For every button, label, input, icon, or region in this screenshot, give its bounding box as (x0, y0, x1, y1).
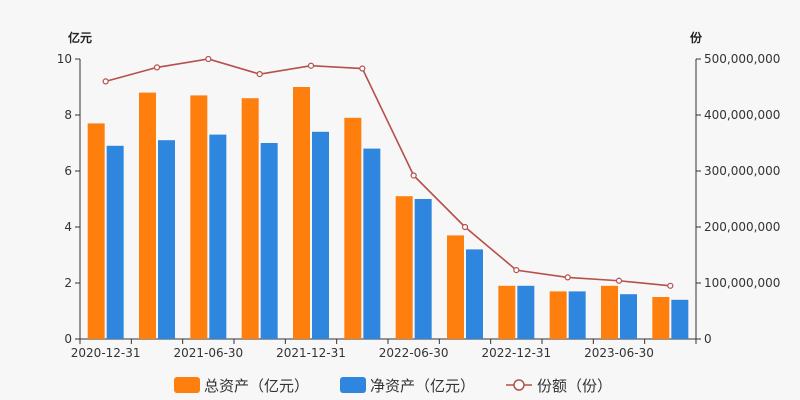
bar-total-assets (344, 117, 362, 339)
bar-net-assets (363, 148, 381, 339)
bar-total-assets (293, 87, 310, 339)
y-left-tick-label: 6 (64, 164, 72, 178)
bar-net-assets (260, 143, 278, 339)
x-tick-label: 2021-12-31 (276, 346, 346, 360)
y-right-tick-label: 300,000,000 (704, 164, 780, 178)
bar-total-assets (447, 235, 464, 339)
y-right-tick-label: 200,000,000 (704, 220, 780, 234)
shares-point (205, 55, 212, 63)
shares-point (615, 277, 623, 284)
x-tick-label: 2021-06-30 (173, 346, 243, 360)
legend-swatch-net-assets[interactable] (340, 377, 366, 393)
bar-net-assets (568, 291, 586, 339)
shares-point (153, 64, 161, 71)
bar-total-assets (652, 297, 670, 339)
bar-total-assets (498, 285, 516, 339)
shares-point (513, 267, 520, 274)
shares-point (564, 274, 571, 281)
x-tick-label: 2020-12-31 (71, 346, 141, 360)
shares-point (256, 71, 263, 78)
legend-label-net-assets[interactable]: 净资产（亿元） (370, 377, 475, 395)
bar-net-assets (209, 134, 227, 339)
legend-label-shares[interactable]: 份额（份） (537, 377, 612, 395)
bar-net-assets (466, 249, 483, 339)
shares-line (105, 58, 671, 287)
y-left-tick-label: 8 (64, 108, 72, 122)
shares-point (461, 223, 469, 231)
x-tick-label: 2022-12-31 (481, 346, 551, 360)
bar-net-assets (106, 145, 124, 339)
y-right-tick-label: 0 (704, 332, 712, 346)
bar-total-assets (241, 98, 259, 339)
legend[interactable]: 总资产（亿元） 净资产（亿元） 份额（份） (174, 377, 612, 395)
bar-total-assets (549, 291, 567, 339)
y-right-tick-label: 400,000,000 (704, 108, 780, 122)
axes-layer: 0 2 4 6 8 10 0 100,000,000 200,000,000 300,000,00… (57, 52, 781, 360)
bar-net-assets (312, 131, 329, 339)
x-tick-label: 2022-06-30 (379, 346, 449, 360)
shares-point (307, 62, 315, 69)
bar-net-assets (158, 140, 175, 339)
x-tick-label: 2023-06-30 (584, 346, 654, 360)
y-right-tick-label: 500,000,000 (704, 52, 780, 66)
line-layer (102, 55, 674, 289)
bar-net-assets (620, 294, 637, 339)
bar-total-assets (190, 95, 208, 340)
bar-net-assets (671, 299, 689, 339)
legend-label-total-assets[interactable]: 总资产（亿元） (204, 377, 309, 395)
y-right-tick-label: 100,000,000 (704, 276, 780, 290)
y-right-unit-label: 份 (690, 30, 703, 45)
bar-total-assets (601, 285, 618, 339)
y-left-tick-label: 2 (64, 276, 72, 290)
shares-point (359, 65, 366, 72)
shares-point (102, 78, 109, 85)
bar-total-assets (87, 123, 105, 340)
y-left-tick-label: 10 (57, 52, 72, 66)
bar-total-assets (395, 196, 413, 339)
y-left-unit-label: 亿元 (68, 30, 92, 45)
shares-point (410, 172, 417, 179)
legend-swatch-shares-marker[interactable] (513, 379, 525, 391)
legend-swatch-total-assets[interactable] (174, 377, 200, 393)
shares-point (667, 282, 674, 289)
y-left-tick-label: 4 (64, 220, 72, 234)
bar-net-assets (517, 285, 535, 339)
bar-net-assets (414, 199, 432, 339)
bars-layer (87, 87, 689, 340)
y-left-tick-label: 0 (64, 332, 72, 346)
bar-total-assets (139, 92, 156, 339)
